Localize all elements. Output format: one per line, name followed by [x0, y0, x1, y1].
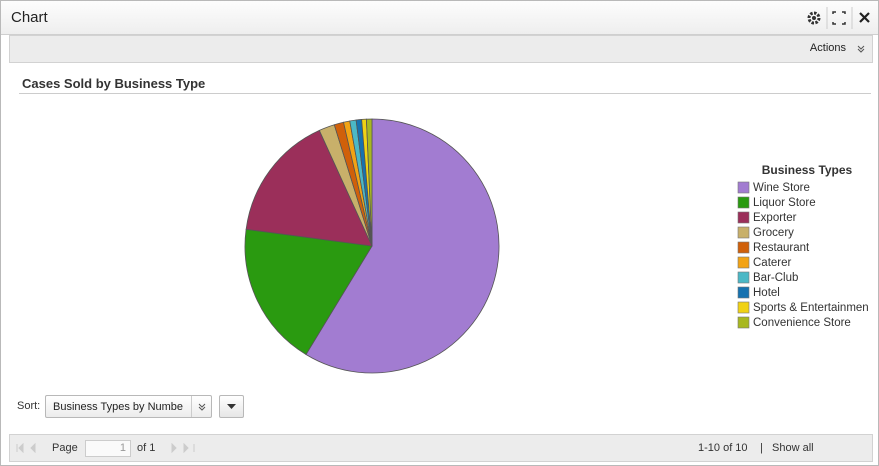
legend-label: Wine Store: [753, 182, 810, 194]
sort-direction-button[interactable]: [219, 395, 244, 418]
window-buttons: [807, 7, 870, 29]
legend-label: Exporter: [753, 212, 797, 224]
settings-button[interactable]: [807, 11, 821, 25]
maximize-button[interactable]: [832, 11, 846, 25]
sort-select[interactable]: Business Types by Numbe: [45, 395, 212, 418]
legend-label: Hotel: [753, 287, 780, 299]
legend-swatch: [737, 271, 750, 284]
window-title: Chart: [11, 9, 48, 26]
sort-value: Business Types by Numbe: [53, 401, 184, 413]
legend-title: Business Types: [762, 163, 853, 177]
pie-slice: [244, 228, 373, 356]
legend-label: Caterer: [753, 257, 792, 269]
legend-label: Liquor Store: [753, 197, 816, 209]
first-prev-buttons[interactable]: [15, 443, 45, 453]
chart: Business Types Wine Store Liquor Store Exp…: [244, 118, 869, 374]
legend-swatch: [737, 256, 750, 269]
legend-swatch: [737, 241, 750, 254]
actions-menu[interactable]: Actions: [809, 42, 846, 54]
close-button[interactable]: [859, 12, 870, 23]
page-input-value: 1: [119, 442, 126, 454]
legend-label: Bar-Club: [753, 272, 798, 284]
record-range: 1-10 of 10: [698, 442, 748, 454]
legend-swatch: [737, 196, 750, 209]
pager-separator: |: [760, 442, 763, 454]
page-input[interactable]: 1: [85, 440, 131, 457]
legend-label: Restaurant: [753, 242, 810, 254]
legend-swatch: [737, 211, 750, 224]
legend-swatch: [737, 286, 750, 299]
chart-title: Cases Sold by Business Type: [22, 76, 206, 91]
page-count: of 1: [137, 442, 156, 454]
show-all-link[interactable]: Show all: [772, 442, 814, 454]
sort-label: Sort:: [17, 400, 41, 412]
pie-slice: [365, 118, 373, 247]
title-rule: [19, 93, 871, 94]
legend-swatch: [737, 226, 750, 239]
legend-swatch: [737, 301, 750, 314]
legend-swatch: [737, 181, 750, 194]
next-last-buttons[interactable]: [168, 443, 198, 453]
down-arrow: [227, 404, 236, 409]
title-bar: Chart: [1, 1, 878, 35]
select-divider: [191, 396, 192, 417]
legend-label: Grocery: [753, 227, 794, 239]
page-label: Page: [52, 442, 78, 454]
pie-slice: [305, 118, 500, 374]
select-arrow: [198, 403, 206, 411]
legend-label: Convenience Store: [753, 317, 851, 329]
legend-label: Sports & Entertainmen: [753, 302, 869, 314]
legend-swatch: [737, 316, 750, 329]
toolbar: Actions: [9, 35, 873, 63]
pager: Page 1 of 1 1-10 of 10 | Show all: [9, 434, 873, 462]
actions-arrow[interactable]: [856, 44, 866, 54]
pie-slice: [245, 129, 373, 247]
